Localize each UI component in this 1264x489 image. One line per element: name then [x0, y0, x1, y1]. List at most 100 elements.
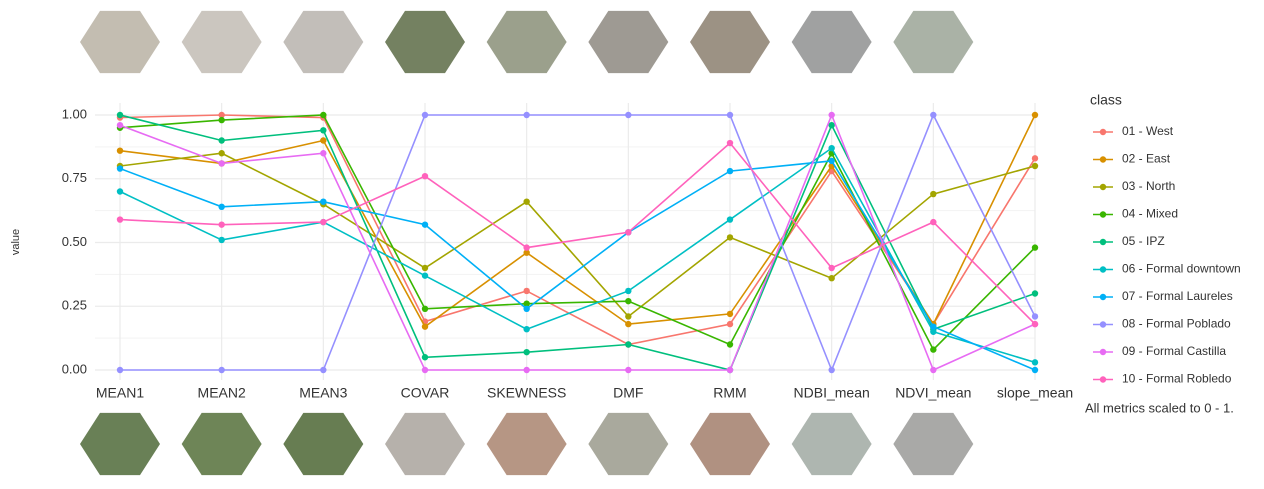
point: [320, 219, 326, 225]
point: [422, 112, 428, 118]
point: [727, 367, 733, 373]
thumbnail: [893, 11, 973, 73]
point: [422, 306, 428, 312]
point: [625, 112, 631, 118]
thumbnail: [792, 413, 872, 475]
legend-swatch: [1100, 156, 1106, 162]
point: [930, 323, 936, 329]
x-tick-label: NDVI_mean: [895, 385, 971, 401]
point: [828, 158, 834, 164]
point: [727, 234, 733, 240]
x-tick-label: RMM: [713, 385, 746, 401]
note: All metrics scaled to 0 - 1.: [1085, 400, 1234, 415]
point: [625, 321, 631, 327]
point: [828, 367, 834, 373]
point: [1032, 112, 1038, 118]
point: [523, 326, 529, 332]
thumbnail: [487, 413, 567, 475]
point: [625, 298, 631, 304]
point: [218, 367, 224, 373]
legend-label: 07 - Formal Laureles: [1122, 289, 1233, 303]
thumbnail: [80, 11, 160, 73]
point: [320, 367, 326, 373]
point: [727, 341, 733, 347]
x-tick-label: MEAN1: [96, 385, 144, 401]
legend-title: class: [1090, 92, 1122, 108]
legend-label: 09 - Formal Castilla: [1122, 344, 1226, 358]
point: [422, 367, 428, 373]
thumbnail: [385, 11, 465, 73]
point: [625, 288, 631, 294]
point: [930, 191, 936, 197]
thumbnail: [893, 413, 973, 475]
y-tick-label: 0.00: [62, 361, 87, 376]
point: [1032, 313, 1038, 319]
legend-swatch: [1100, 184, 1106, 190]
point: [523, 199, 529, 205]
thumbnail: [792, 11, 872, 73]
legend-swatch: [1100, 349, 1106, 355]
point: [727, 140, 733, 146]
y-tick-label: 0.25: [62, 298, 87, 313]
legend-label: 04 - Mixed: [1122, 207, 1178, 221]
point: [422, 354, 428, 360]
point: [727, 311, 733, 317]
point: [218, 150, 224, 156]
point: [523, 112, 529, 118]
point: [117, 216, 123, 222]
thumbnail: [690, 413, 770, 475]
chart: value class All metrics scaled to 0 - 1.…: [0, 0, 1264, 484]
point: [523, 288, 529, 294]
legend-swatch: [1100, 294, 1106, 300]
series-line: [120, 161, 1035, 370]
point: [422, 173, 428, 179]
point: [523, 367, 529, 373]
x-tick-label: DMF: [613, 385, 643, 401]
legend-label: 01 - West: [1122, 124, 1174, 138]
y-tick-label: 0.75: [62, 170, 87, 185]
point: [1032, 367, 1038, 373]
legend-swatch: [1100, 321, 1106, 327]
point: [218, 137, 224, 143]
point: [727, 112, 733, 118]
y-tick-label: 1.00: [62, 106, 87, 121]
point: [117, 188, 123, 194]
point: [218, 117, 224, 123]
point: [727, 168, 733, 174]
legend-label: 10 - Formal Robledo: [1122, 372, 1232, 386]
point: [625, 367, 631, 373]
legend-swatch: [1100, 129, 1106, 135]
point: [1032, 290, 1038, 296]
point: [727, 321, 733, 327]
point: [422, 272, 428, 278]
point: [625, 341, 631, 347]
legend-label: 05 - IPZ: [1122, 234, 1165, 248]
point: [828, 112, 834, 118]
point: [117, 367, 123, 373]
thumbnail: [690, 11, 770, 73]
point: [1032, 163, 1038, 169]
thumbnail: [283, 413, 363, 475]
point: [117, 165, 123, 171]
point: [218, 204, 224, 210]
point: [422, 265, 428, 271]
point: [422, 221, 428, 227]
point: [523, 349, 529, 355]
point: [828, 275, 834, 281]
point: [828, 265, 834, 271]
thumbnail: [588, 413, 668, 475]
series-line: [120, 148, 1035, 362]
legend-swatch: [1100, 266, 1106, 272]
point: [930, 367, 936, 373]
point: [930, 112, 936, 118]
point: [117, 112, 123, 118]
legend-swatch: [1100, 239, 1106, 245]
point: [117, 122, 123, 128]
point: [727, 216, 733, 222]
series-line: [120, 153, 1035, 316]
series-line: [120, 115, 1035, 350]
point: [930, 219, 936, 225]
point: [625, 313, 631, 319]
point: [828, 145, 834, 151]
x-tick-label: MEAN3: [299, 385, 347, 401]
